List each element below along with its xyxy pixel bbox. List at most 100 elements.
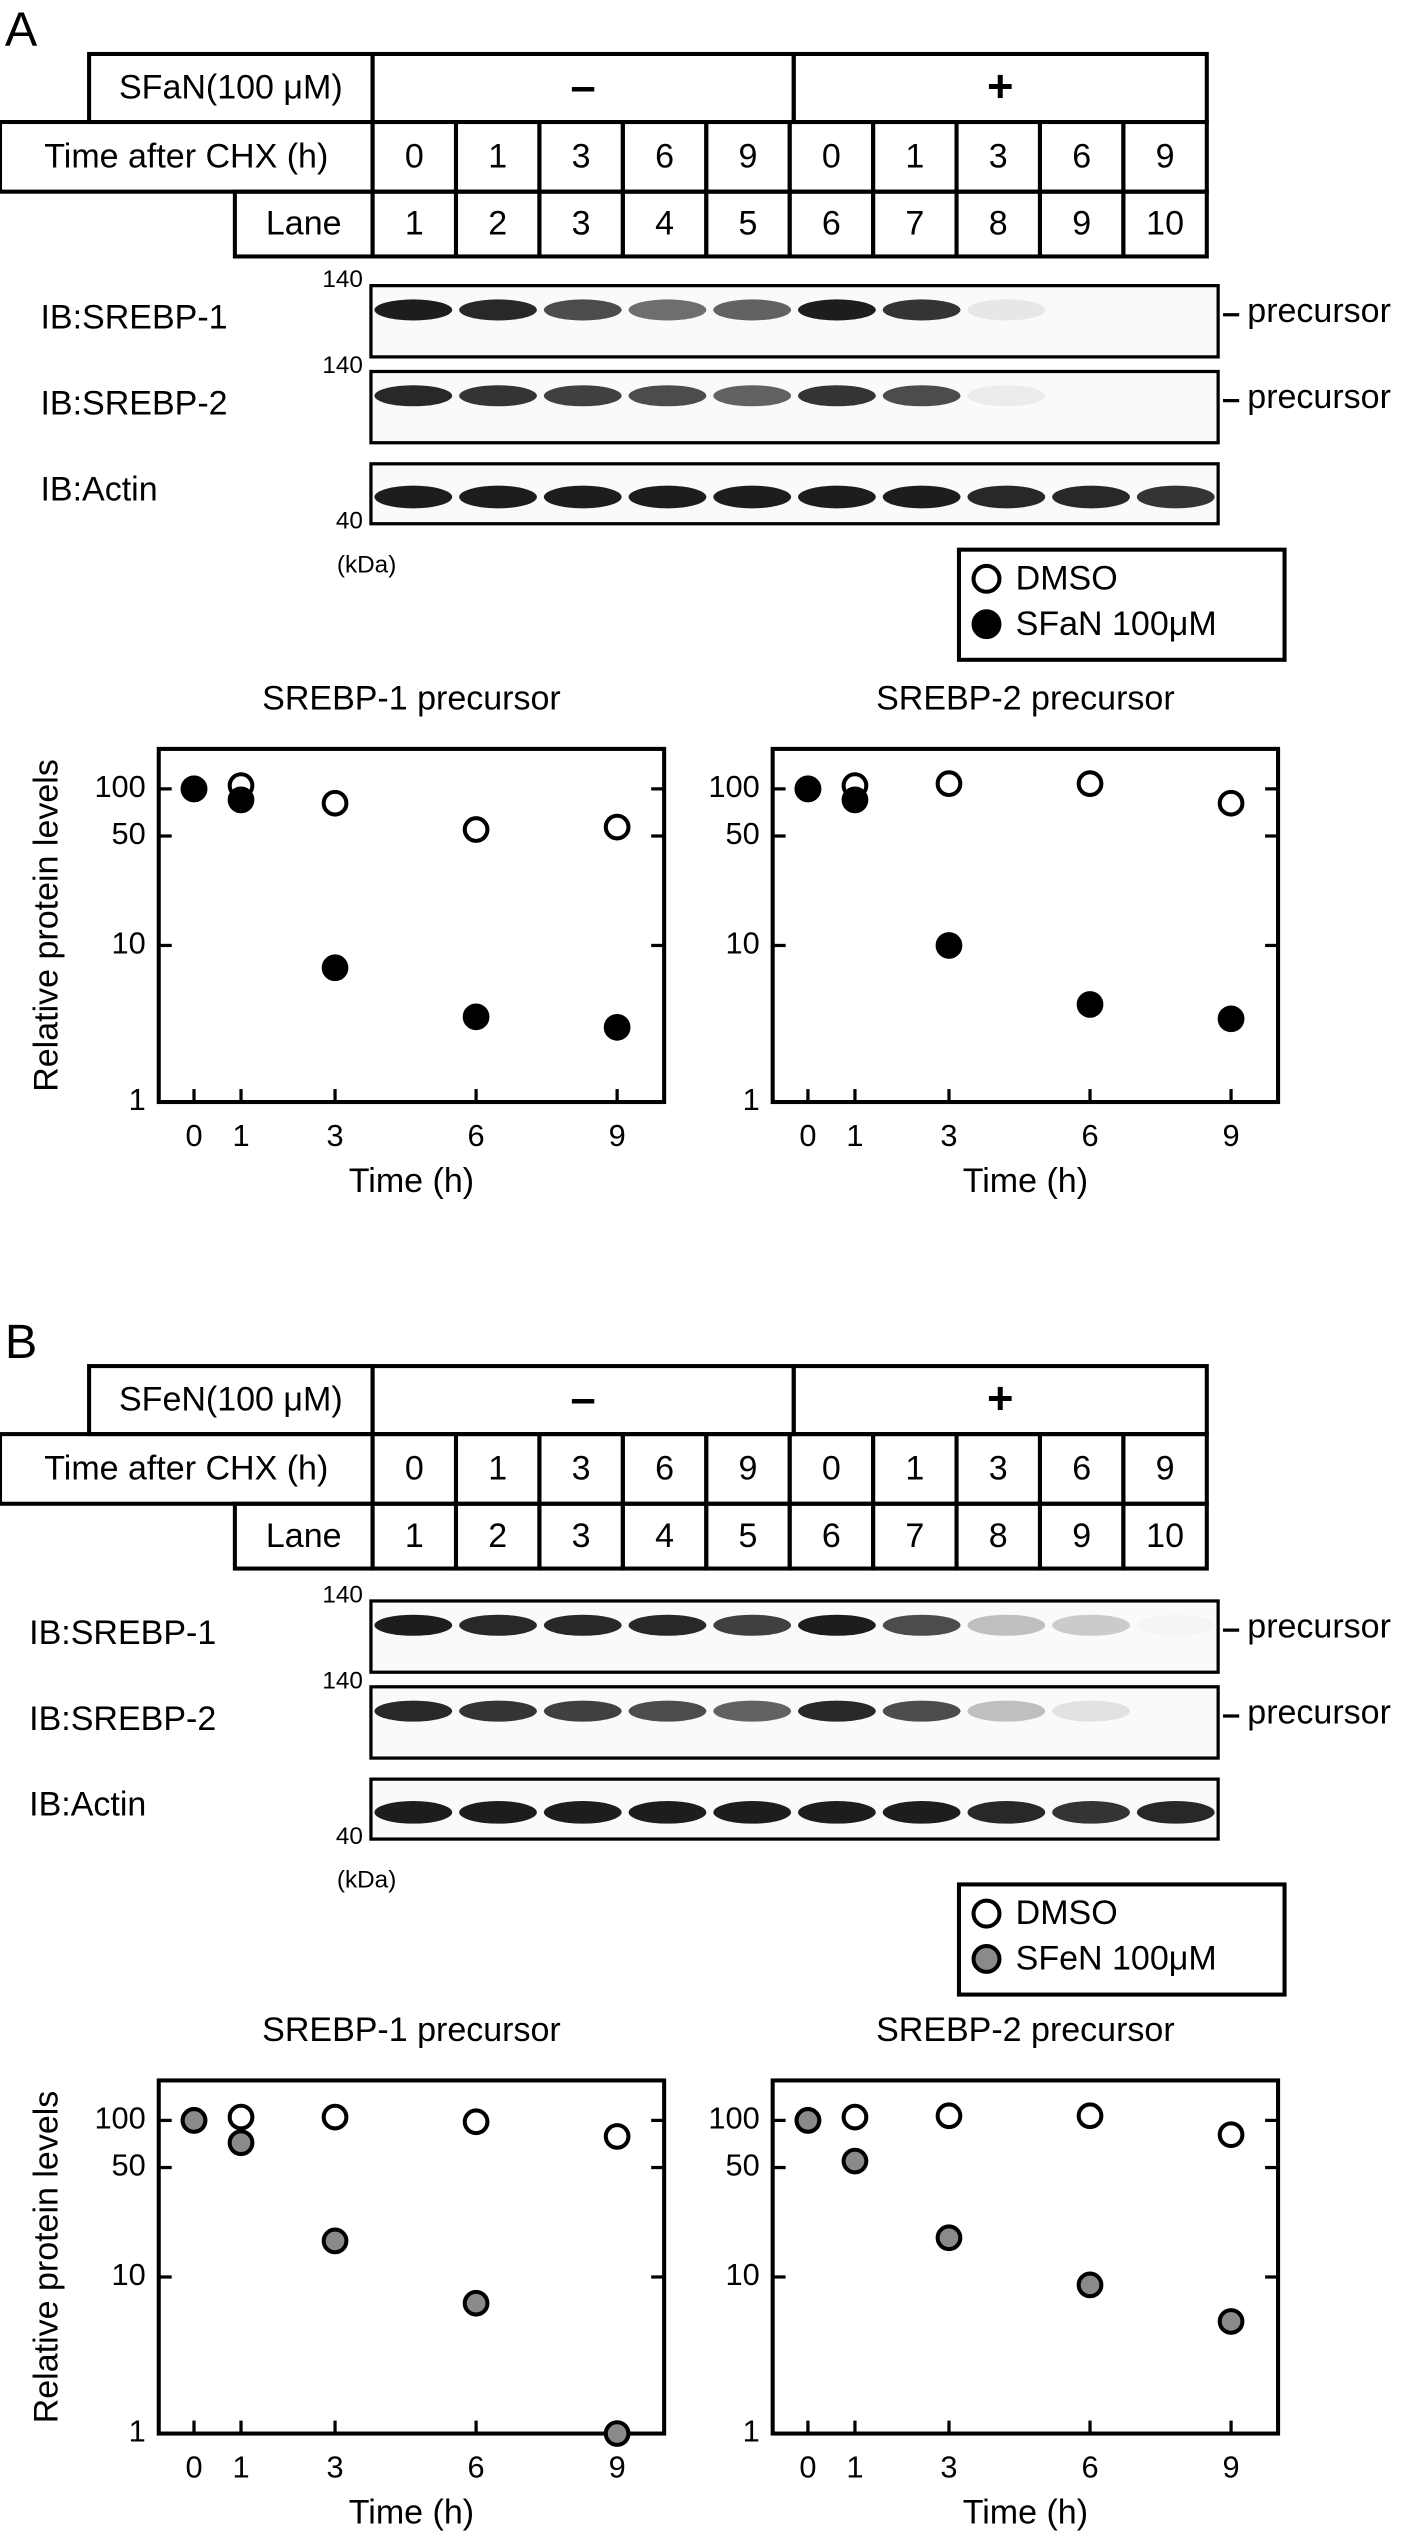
blot-band: [1052, 1614, 1130, 1636]
table-text: 9: [1156, 137, 1175, 175]
blot-band: [1136, 485, 1215, 509]
plot-frame: [770, 2078, 1281, 2436]
blot-band: [798, 485, 876, 509]
table-text: Time after CHX (h): [44, 1450, 328, 1488]
mw-marker: 140: [322, 1582, 363, 1609]
x-axis-label: Time (h): [349, 1162, 474, 1200]
blot-label: IB:Actin: [29, 1786, 146, 1824]
table-text: 9: [1072, 205, 1091, 243]
table-text: 0: [822, 137, 841, 175]
plot-frame: [770, 746, 1281, 1105]
blot-band: [967, 1801, 1046, 1824]
table-text: 0: [822, 1450, 841, 1488]
table-text: 1: [905, 137, 924, 175]
data-point: [1076, 2102, 1104, 2130]
blot-label: IB:SREBP-1: [29, 1614, 216, 1652]
x-tick-label: 1: [846, 2449, 863, 2484]
blot-band: [374, 1801, 453, 1824]
table-text: 1: [405, 205, 424, 243]
blot-band: [1136, 1801, 1215, 1824]
legend-marker: [971, 1898, 1002, 1929]
blot-frame: [369, 1685, 1220, 1760]
chart-title: SREBP-1 precursor: [262, 2011, 561, 2049]
table-text: –: [571, 61, 596, 112]
table-cell: [1121, 1501, 1209, 1571]
blot-label: IB:SREBP-2: [29, 1700, 216, 1738]
y-tick-label: 100: [708, 769, 759, 804]
table-text: 0: [405, 137, 424, 175]
data-point: [841, 786, 869, 814]
table-text: 10: [1146, 205, 1184, 243]
y-axis-label: Relative protein levels: [28, 759, 66, 1092]
table-text: 3: [989, 1450, 1008, 1488]
x-tick-label: 9: [609, 2449, 626, 2484]
y-tick-label: 1: [129, 2414, 146, 2449]
x-tick-label: 1: [846, 1118, 863, 1153]
legend-marker: [971, 1943, 1002, 1974]
mw-unit: (kDa): [337, 1867, 396, 1894]
x-tick-label: 6: [468, 1118, 485, 1153]
band-label: precursor: [1247, 1693, 1391, 1731]
blot-band: [798, 1614, 876, 1636]
plot-frame: [156, 2078, 667, 2436]
blot-band: [628, 385, 707, 407]
table-text: 0: [405, 1450, 424, 1488]
blot-band: [374, 1614, 453, 1636]
y-tick-label: 10: [725, 926, 759, 961]
table-cell: [1121, 189, 1209, 259]
table-text: 10: [1146, 1517, 1184, 1555]
blot-band: [374, 385, 453, 407]
data-point: [794, 2107, 822, 2134]
data-point: [603, 1013, 631, 1041]
blot-band: [1052, 1801, 1130, 1824]
panel-letter: A: [5, 3, 38, 57]
table-text: SFaN(100 μM): [119, 69, 343, 107]
y-tick-label: 50: [112, 816, 146, 851]
x-tick-label: 1: [232, 1118, 249, 1153]
table-text: 1: [905, 1450, 924, 1488]
data-point: [180, 775, 208, 803]
blot-band: [543, 385, 622, 407]
blot-band: [713, 485, 792, 509]
y-axis-label: Relative protein levels: [28, 2091, 66, 2424]
mw-marker: 40: [336, 508, 363, 535]
blot-band: [459, 1700, 537, 1722]
blot-band: [543, 1700, 622, 1722]
blot-band: [967, 385, 1046, 407]
data-point: [935, 2224, 963, 2252]
table-text: SFeN(100 μM): [119, 1381, 343, 1419]
blot-band: [374, 485, 453, 509]
blot-band: [459, 1801, 537, 1824]
blot-band: [967, 299, 1046, 321]
data-point: [935, 932, 963, 959]
table-text: 6: [1072, 137, 1091, 175]
blot-band: [713, 1614, 792, 1636]
table-text: –: [571, 1373, 596, 1424]
blot-band: [713, 1801, 792, 1824]
band-label: precursor: [1247, 1607, 1391, 1645]
y-tick-label: 1: [129, 1082, 146, 1117]
table-text: Time after CHX (h): [44, 137, 328, 175]
y-tick-label: 10: [112, 2257, 146, 2292]
data-point: [227, 2129, 255, 2157]
legend-frame: [956, 547, 1287, 662]
blot-band: [1052, 1700, 1130, 1722]
chart-title: SREBP-2 precursor: [876, 679, 1175, 717]
mw-marker: 140: [322, 1667, 363, 1694]
data-point: [227, 2103, 255, 2131]
blot-band: [882, 485, 961, 509]
blot-band: [628, 1801, 707, 1824]
data-point: [841, 2147, 869, 2175]
table-text: 7: [905, 1517, 924, 1555]
table-text: 2: [488, 205, 507, 243]
blot-band: [882, 1614, 961, 1636]
table-text: 8: [989, 1517, 1008, 1555]
data-point: [321, 954, 349, 982]
blot-band: [459, 299, 537, 321]
data-point: [227, 786, 255, 814]
x-tick-label: 3: [326, 2449, 343, 2484]
blot-band: [543, 299, 622, 321]
table-text: 6: [1072, 1450, 1091, 1488]
blot-band: [798, 299, 876, 321]
